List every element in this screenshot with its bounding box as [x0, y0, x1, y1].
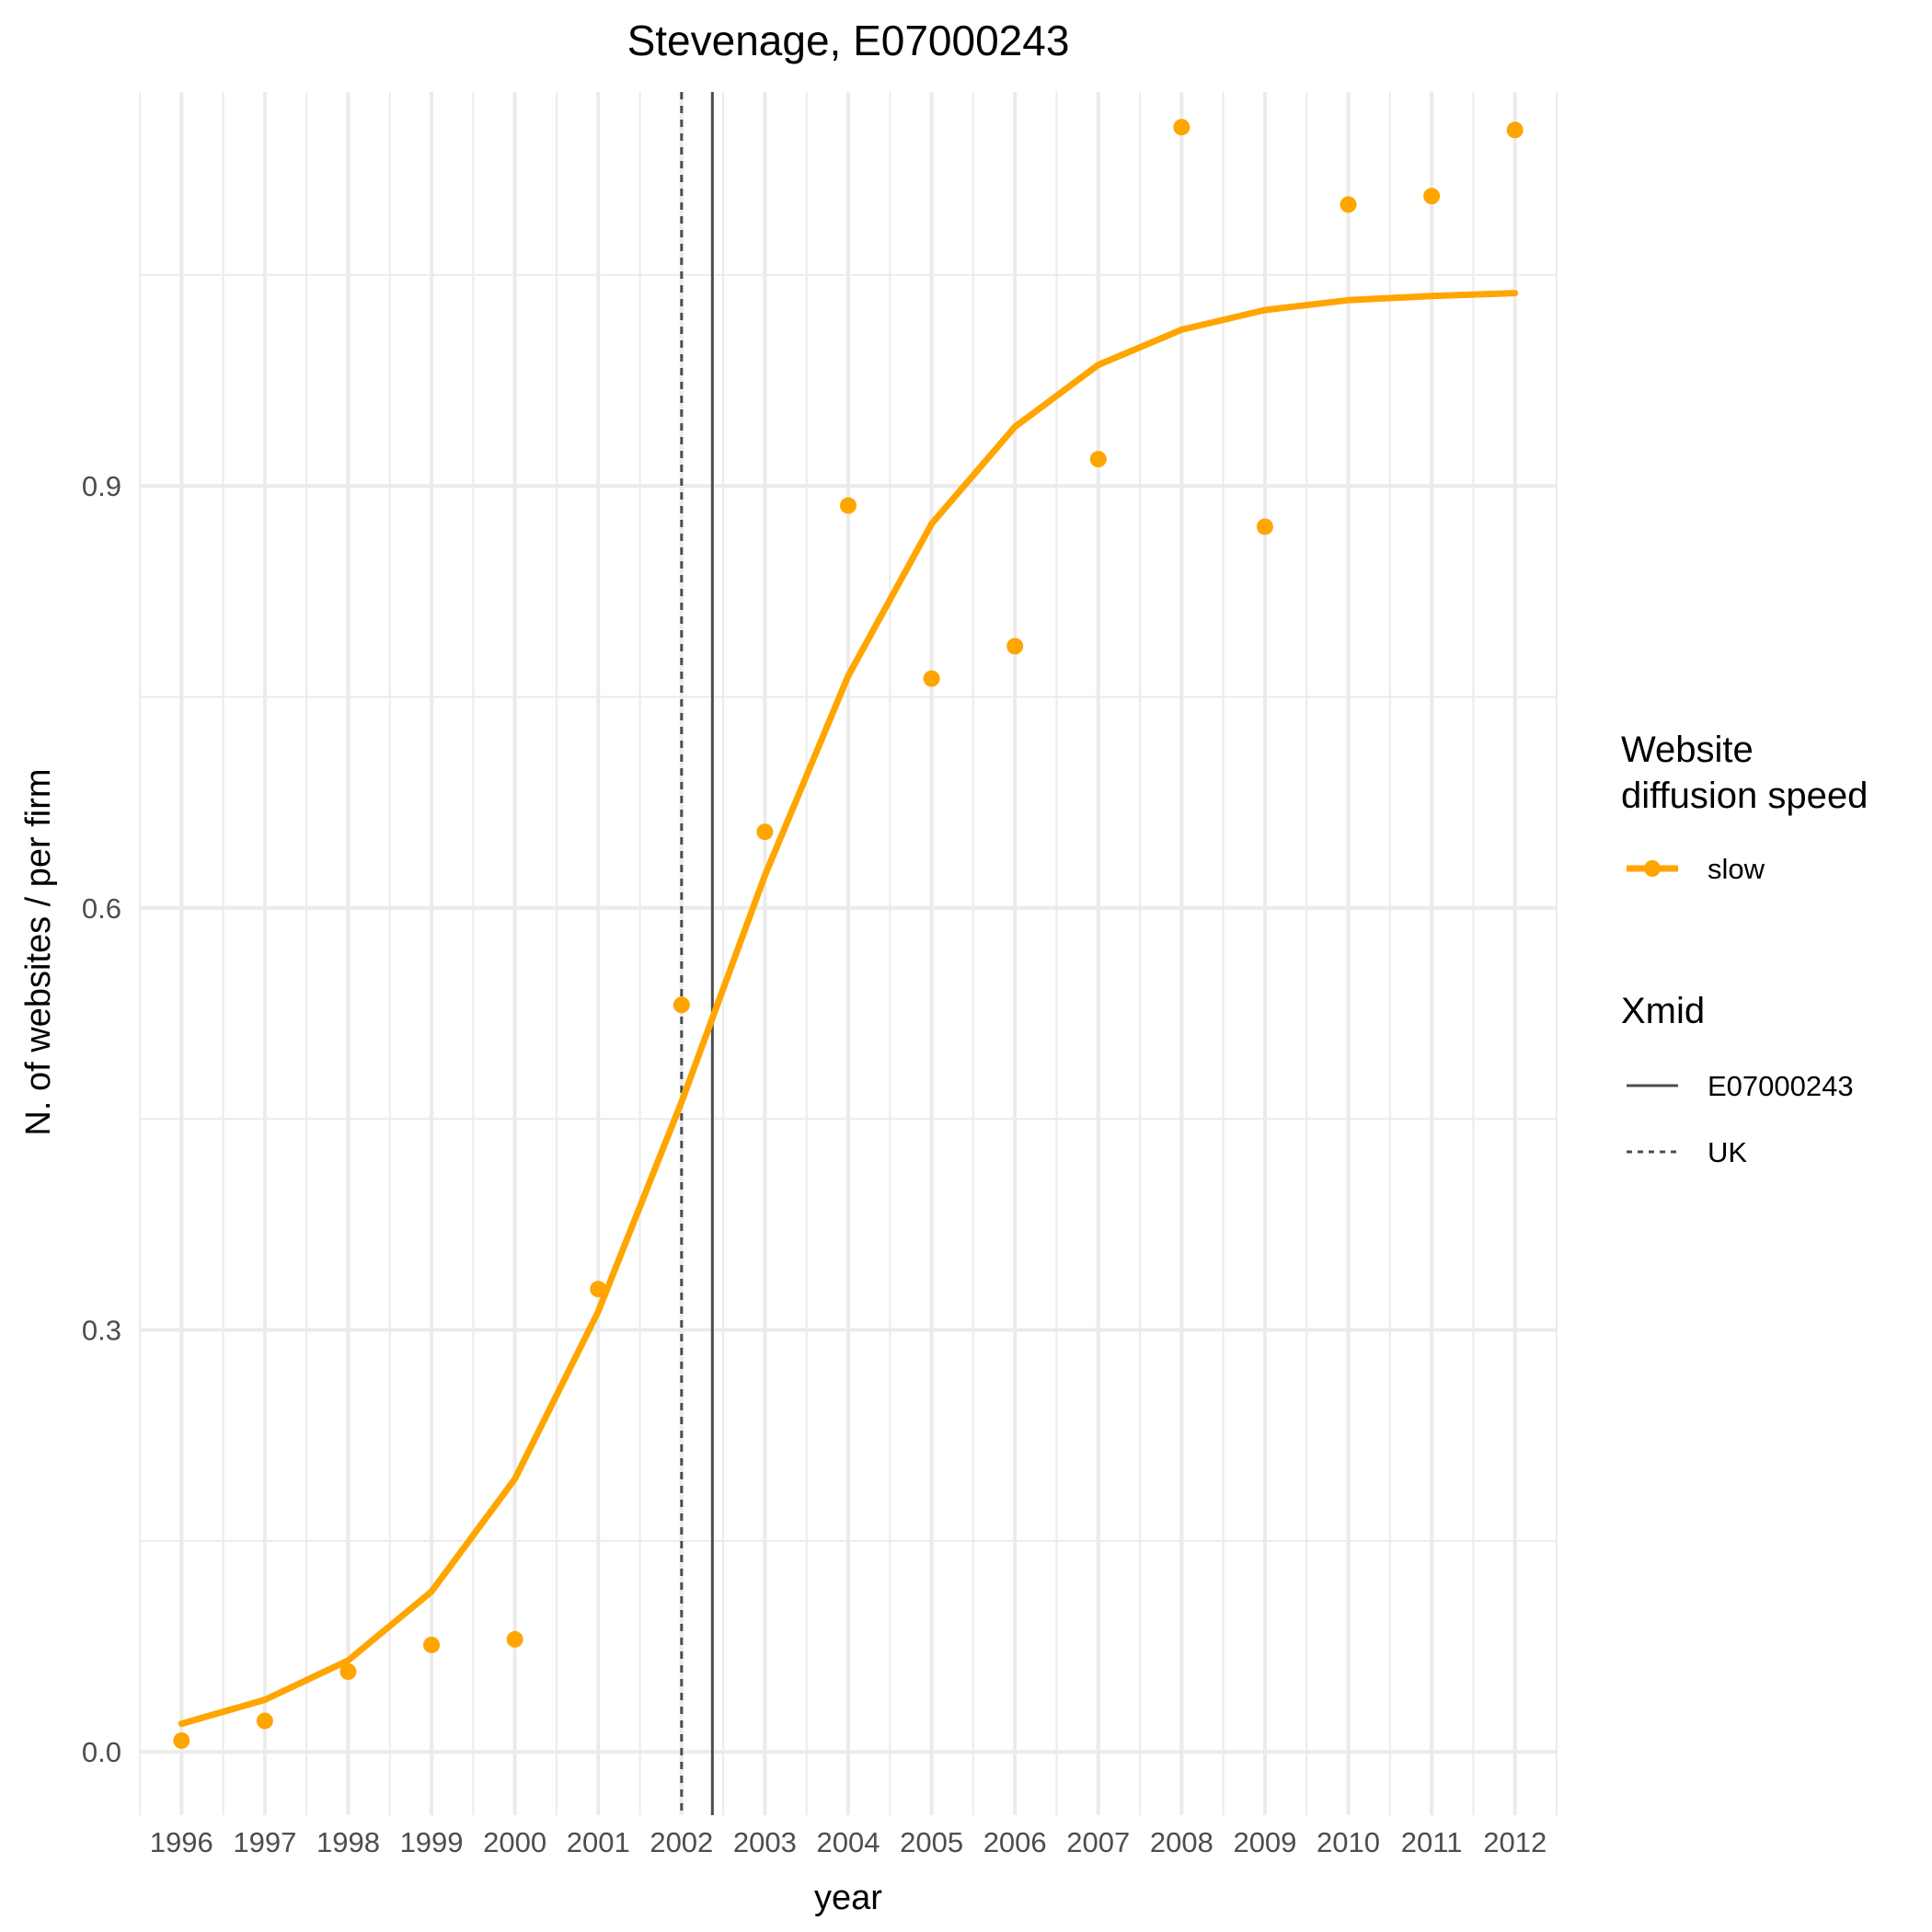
y-tick-label: 0.9: [82, 470, 121, 502]
x-tick-label: 1997: [233, 1826, 296, 1858]
x-axis-ticks: 1996 1997 1998 1999 2000 2001 2002 2003 2004 2005…: [150, 1826, 1547, 1858]
data-series: [173, 119, 1524, 1749]
x-tick-label: 2008: [1150, 1826, 1213, 1858]
x-tick-label: 2003: [733, 1826, 797, 1858]
legend-label-slow: slow: [1708, 853, 1765, 885]
data-point: [840, 497, 857, 514]
x-axis-title: year: [814, 1879, 882, 1917]
x-tick-label: 2011: [1401, 1826, 1463, 1858]
chart-title: Stevenage, E07000243: [627, 17, 1070, 64]
legend: Website diffusion speed slow Xmid E07000…: [1621, 730, 1868, 1168]
series-line-slow: [178, 290, 1519, 1728]
legend-title-xmid: Xmid: [1621, 991, 1705, 1031]
data-point: [423, 1636, 441, 1653]
x-tick-label: 2000: [483, 1826, 546, 1858]
x-tick-label: 1998: [316, 1826, 380, 1858]
data-point: [1506, 121, 1524, 139]
data-point: [173, 1731, 190, 1749]
reference-lines: [680, 92, 714, 1815]
x-tick-label: 1996: [150, 1826, 213, 1858]
x-tick-label: 2004: [817, 1826, 880, 1858]
y-tick-label: 0.6: [82, 892, 121, 925]
data-point: [256, 1712, 273, 1730]
y-tick-label: 0.3: [82, 1315, 121, 1347]
x-tick-label: 1999: [400, 1826, 464, 1858]
data-point: [923, 670, 940, 687]
legend-label-e07000243: E07000243: [1708, 1070, 1854, 1102]
data-point: [1173, 119, 1190, 136]
grid: [139, 92, 1558, 1815]
data-point: [506, 1630, 523, 1648]
data-point: [1340, 196, 1357, 213]
x-tick-label: 2012: [1483, 1826, 1547, 1858]
data-point: [673, 996, 690, 1014]
data-point: [1089, 451, 1107, 468]
data-point: [756, 823, 774, 841]
data-point: [1423, 188, 1441, 205]
data-point: [1006, 638, 1024, 655]
y-axis-title: N. of websites / per firm: [19, 768, 58, 1135]
x-tick-label: 2001: [567, 1826, 630, 1858]
x-tick-label: 2010: [1317, 1826, 1380, 1858]
y-axis-ticks: 0.0 0.3 0.6 0.9: [82, 470, 121, 1768]
legend-title-speed: Website diffusion speed: [1621, 730, 1868, 816]
x-tick-label: 2009: [1233, 1826, 1296, 1858]
data-point: [590, 1281, 607, 1298]
y-tick-label: 0.0: [82, 1736, 121, 1768]
legend-key-slow-point: [1644, 860, 1661, 877]
x-tick-label: 2006: [983, 1826, 1047, 1858]
legend-label-uk: UK: [1708, 1136, 1747, 1168]
data-point: [1256, 518, 1273, 535]
x-tick-label: 2005: [900, 1826, 963, 1858]
x-tick-label: 2007: [1066, 1826, 1130, 1858]
x-tick-label: 2002: [650, 1826, 713, 1858]
data-point: [339, 1663, 357, 1681]
